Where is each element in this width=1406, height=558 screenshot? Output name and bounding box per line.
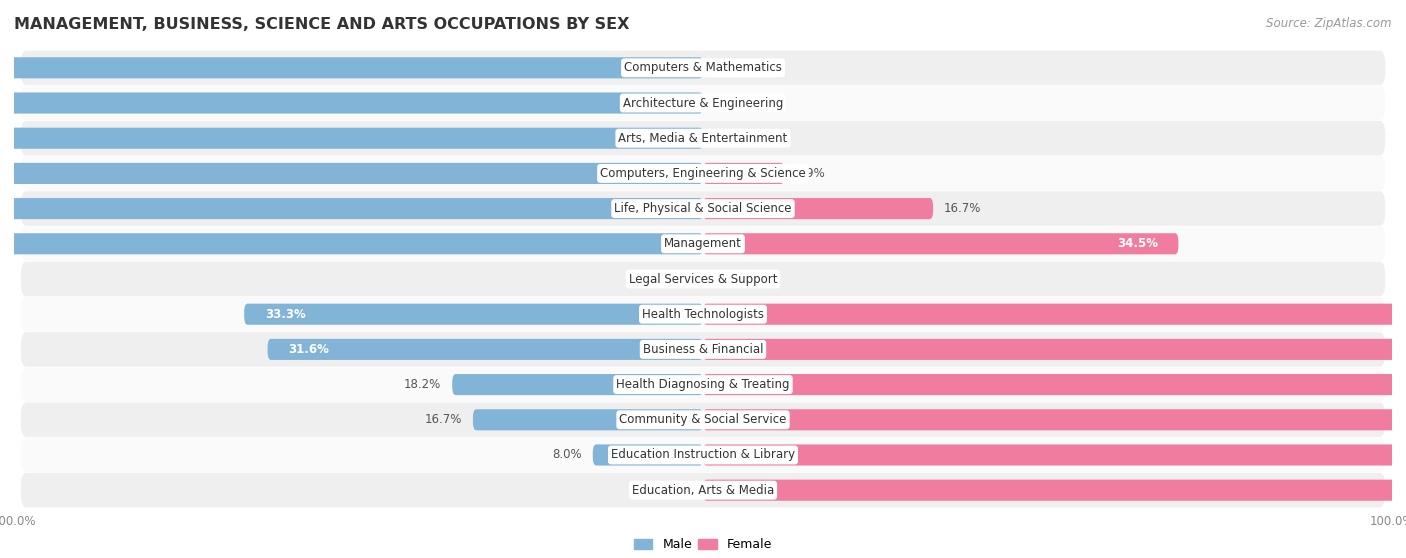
Text: Management: Management [664,237,742,251]
FancyBboxPatch shape [703,163,785,184]
FancyBboxPatch shape [21,297,1385,331]
Text: Arts, Media & Entertainment: Arts, Media & Entertainment [619,132,787,145]
FancyBboxPatch shape [21,437,1385,472]
FancyBboxPatch shape [267,339,703,360]
FancyBboxPatch shape [703,304,1406,325]
FancyBboxPatch shape [0,57,703,78]
Legend: Male, Female: Male, Female [628,533,778,556]
Text: MANAGEMENT, BUSINESS, SCIENCE AND ARTS OCCUPATIONS BY SEX: MANAGEMENT, BUSINESS, SCIENCE AND ARTS O… [14,17,630,32]
FancyBboxPatch shape [703,233,1178,254]
Text: 0.0%: 0.0% [714,132,744,145]
FancyBboxPatch shape [0,93,703,114]
Text: 0.0%: 0.0% [714,61,744,74]
FancyBboxPatch shape [472,409,703,430]
FancyBboxPatch shape [703,444,1406,465]
FancyBboxPatch shape [703,409,1406,430]
Text: 0.0%: 0.0% [714,97,744,109]
FancyBboxPatch shape [703,339,1406,360]
Text: 5.9%: 5.9% [796,167,825,180]
Text: Computers, Engineering & Science: Computers, Engineering & Science [600,167,806,180]
FancyBboxPatch shape [21,86,1385,121]
Text: Health Technologists: Health Technologists [643,307,763,321]
FancyBboxPatch shape [21,473,1385,507]
FancyBboxPatch shape [0,198,703,219]
Text: 0.0%: 0.0% [662,272,692,286]
Text: Education, Arts & Media: Education, Arts & Media [631,484,775,497]
FancyBboxPatch shape [453,374,703,395]
Text: Architecture & Engineering: Architecture & Engineering [623,97,783,109]
Text: Health Diagnosing & Treating: Health Diagnosing & Treating [616,378,790,391]
FancyBboxPatch shape [703,374,1406,395]
FancyBboxPatch shape [21,227,1385,261]
FancyBboxPatch shape [703,480,1406,501]
Text: 31.6%: 31.6% [288,343,329,356]
FancyBboxPatch shape [21,367,1385,402]
FancyBboxPatch shape [0,163,703,184]
FancyBboxPatch shape [21,191,1385,226]
Text: Legal Services & Support: Legal Services & Support [628,272,778,286]
Text: Business & Financial: Business & Financial [643,343,763,356]
Text: Source: ZipAtlas.com: Source: ZipAtlas.com [1267,17,1392,30]
FancyBboxPatch shape [21,51,1385,85]
FancyBboxPatch shape [21,262,1385,296]
FancyBboxPatch shape [21,402,1385,437]
Text: Community & Social Service: Community & Social Service [619,413,787,426]
FancyBboxPatch shape [703,198,934,219]
Text: Computers & Mathematics: Computers & Mathematics [624,61,782,74]
FancyBboxPatch shape [245,304,703,325]
FancyBboxPatch shape [593,444,703,465]
Text: 0.0%: 0.0% [662,484,692,497]
FancyBboxPatch shape [0,233,703,254]
Text: Education Instruction & Library: Education Instruction & Library [612,449,794,461]
Text: 33.3%: 33.3% [264,307,305,321]
FancyBboxPatch shape [21,332,1385,367]
FancyBboxPatch shape [21,156,1385,191]
Text: Life, Physical & Social Science: Life, Physical & Social Science [614,202,792,215]
FancyBboxPatch shape [0,128,703,149]
Text: 0.0%: 0.0% [714,272,744,286]
Text: 16.7%: 16.7% [945,202,981,215]
Text: 8.0%: 8.0% [553,449,582,461]
Text: 34.5%: 34.5% [1116,237,1157,251]
Text: 18.2%: 18.2% [404,378,441,391]
FancyBboxPatch shape [21,121,1385,156]
Text: 16.7%: 16.7% [425,413,463,426]
